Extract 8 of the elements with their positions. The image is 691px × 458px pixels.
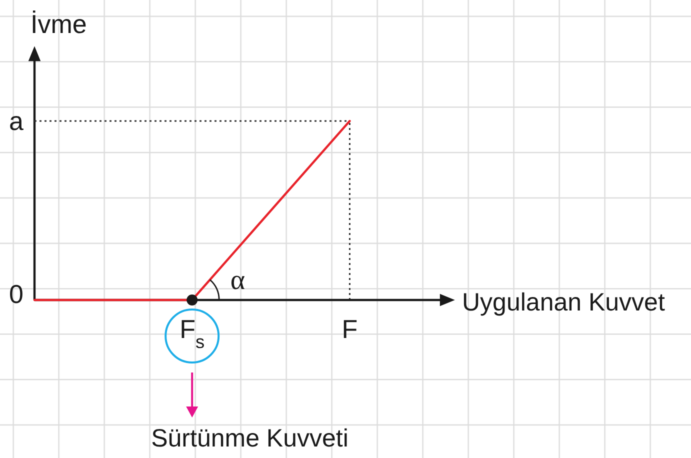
text: Sürtünme Kuvveti	[151, 424, 348, 452]
series-label: a	[9, 106, 24, 136]
annotation: α	[230, 265, 246, 296]
x-tick-label: F	[342, 314, 358, 344]
x-tick-label: F$_{s}$	[180, 314, 205, 352]
x-axis-title: Uygulanan Kuvvet	[462, 288, 665, 316]
x-tick-label: 0	[9, 279, 24, 310]
y-axis-title: İvme	[30, 9, 87, 39]
